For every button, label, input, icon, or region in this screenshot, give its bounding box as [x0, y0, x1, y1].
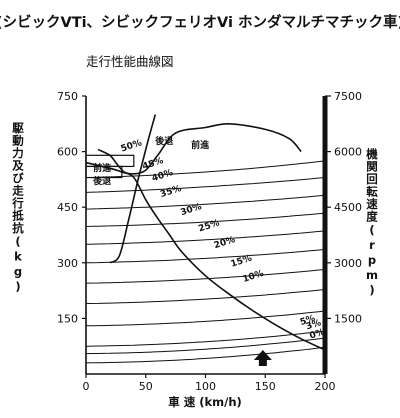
rpm-series-line	[109, 114, 157, 264]
x-axis-label: 車 速 (km/h)	[168, 395, 242, 409]
y-left-tick-label: 750	[57, 90, 78, 103]
grade-label: 10%	[242, 269, 266, 285]
low-speed-bracket	[85, 165, 123, 179]
y-right-tick-label: 7500	[334, 90, 362, 103]
grade-label: 25%	[197, 218, 221, 234]
chart-title: 走行性能曲線図	[86, 54, 174, 69]
resistance-curve	[85, 249, 326, 264]
grade-label: 50%	[120, 138, 144, 154]
rpm-series-line	[97, 122, 302, 175]
x-tick-label: 100	[195, 380, 216, 393]
resistance-curve	[85, 194, 326, 210]
x-tick-label: 0	[83, 380, 90, 393]
grade-label: 40%	[151, 168, 175, 184]
y-right-tick-label: 1500	[334, 312, 362, 325]
y-right-tick-label: 3000	[334, 257, 362, 270]
series-annotation: 後退	[93, 175, 111, 187]
resistance-curve	[85, 310, 326, 327]
grade-label: 45%	[141, 156, 165, 172]
x-tick-label: 150	[255, 380, 276, 393]
resistance-curve	[85, 346, 326, 364]
grade-label: 5%	[299, 314, 317, 328]
y-left-tick-label: 450	[57, 201, 78, 214]
resistance-curve	[85, 212, 326, 227]
series-annotation: 前進	[93, 162, 112, 174]
series-annotation: 後退	[155, 135, 173, 147]
y-axis-right-label: 機関回転速度(rpm)	[365, 147, 379, 298]
marker-arrow-icon	[253, 350, 272, 366]
y-axis-left-label: 駆動力及び走行抵抗(kg)	[11, 121, 25, 294]
resistance-curve	[85, 337, 326, 355]
grade-label: 3%	[305, 318, 323, 332]
grade-label: 35%	[159, 184, 183, 200]
resistance-curve	[85, 330, 326, 347]
resistance-curve	[85, 289, 326, 305]
y-right-tick-label: 6000	[334, 146, 362, 159]
y-left-tick-label: 300	[57, 257, 78, 270]
tractive-force-curve	[85, 161, 326, 351]
grade-label: 0%	[308, 327, 326, 341]
y-left-tick-label: 150	[57, 312, 78, 325]
x-tick-label: 50	[139, 380, 153, 393]
plot-area: 0 50 100 150 200 150 300 450 600 750 1500 3000 4500 6…	[57, 90, 362, 393]
resistance-curve	[85, 230, 326, 245]
resistance-curve	[85, 160, 326, 178]
x-tick-label: 200	[315, 380, 336, 393]
resistance-curve	[85, 269, 326, 284]
page-title: (シビックVTi、シビックフェリオVi ホンダマルチマチック車)	[0, 13, 400, 31]
y-left-tick-label: 600	[57, 146, 78, 159]
series-annotation: 前進	[191, 139, 210, 151]
grade-label: 20%	[213, 235, 237, 251]
y-right-tick-label: 4500	[334, 201, 362, 214]
grade-label: 15%	[230, 254, 254, 270]
resistance-curve	[85, 177, 326, 193]
grade-label: 30%	[179, 202, 203, 218]
